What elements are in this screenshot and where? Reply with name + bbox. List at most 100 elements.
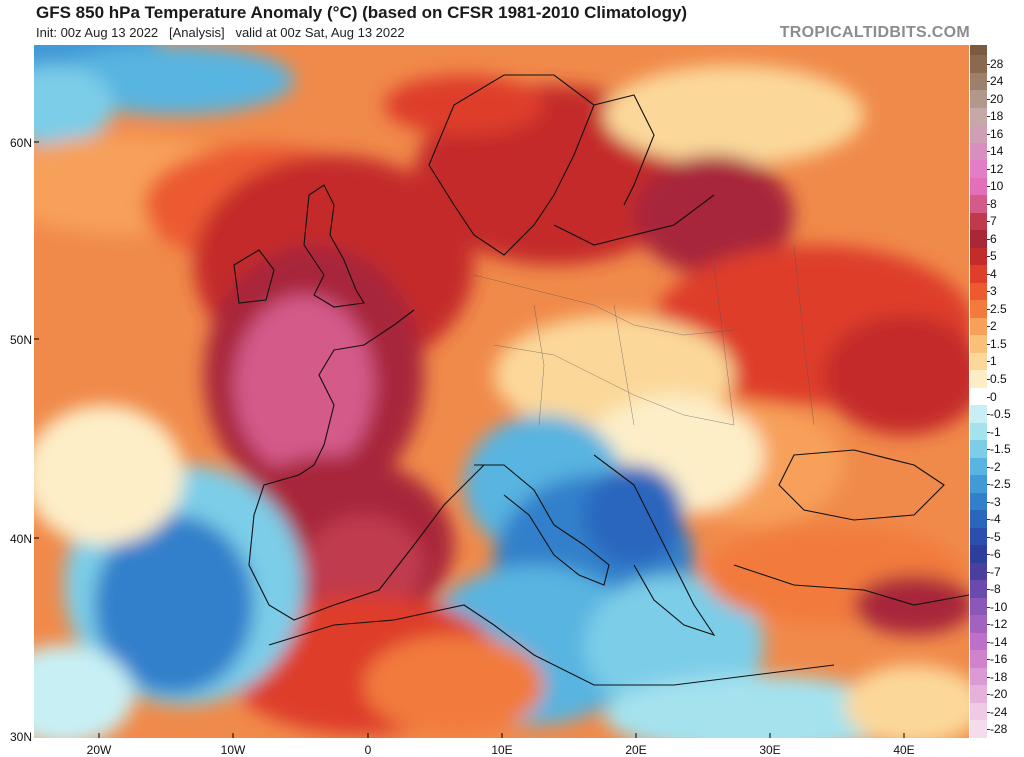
brand-watermark: TROPICALTIDBITS.COM [779, 24, 970, 41]
colorbar-tick [987, 378, 990, 380]
colorbar-label: 0 [990, 389, 997, 404]
colorbar-label: 3 [990, 284, 997, 299]
colorbar-label: -20 [990, 687, 1008, 702]
colorbar-label: 20 [990, 91, 1004, 106]
colorbar-segment [970, 457, 987, 476]
colorbar-tick [987, 519, 990, 521]
colorbar-label: -4 [990, 512, 1001, 527]
colorbar-tick [987, 536, 990, 538]
lon-label-10e: 10E [491, 743, 513, 757]
colorbar-label: 8 [990, 196, 997, 211]
colorbar-segment [970, 160, 987, 179]
colorbar-tick [987, 203, 990, 205]
colorbar-label: -12 [990, 617, 1008, 632]
colorbar-tick [987, 449, 990, 451]
colorbar-tick [987, 343, 990, 345]
colorbar-segment [970, 177, 987, 196]
colorbar-label: -16 [990, 652, 1008, 667]
colorbar-tick [987, 659, 990, 661]
colorbar-label: 6 [990, 231, 997, 246]
colorbar-segment [970, 667, 987, 686]
lon-label-40e: 40E [893, 743, 915, 757]
colorbar-tick [987, 98, 990, 100]
colorbar-tick [987, 63, 990, 65]
colorbar-segment [970, 405, 987, 424]
colorbar-tick [987, 291, 990, 293]
colorbar-segment [970, 422, 987, 441]
colorbar-label: 0.5 [990, 371, 1007, 386]
colorbar-tick [987, 729, 990, 731]
colorbar-label: 14 [990, 144, 1004, 159]
lon-label-10w: 10W [220, 743, 246, 757]
lat-label-40n: 40N [9, 532, 32, 546]
colorbar-segment [970, 685, 987, 704]
colorbar-tick [987, 554, 990, 556]
init-valid-time: Init: 00z Aug 13 2022 [Analysis] valid a… [36, 25, 405, 40]
colorbar-segment [970, 597, 987, 616]
colorbar-label: 1 [990, 354, 997, 369]
colorbar-segment [970, 650, 987, 669]
colorbar-label: 16 [990, 126, 1004, 141]
colorbar-segment [970, 702, 987, 721]
colorbar-tick [987, 133, 990, 135]
lon-label-0: 0 [364, 743, 372, 757]
colorbar-segment [970, 510, 987, 529]
lat-label-50n: 50N [9, 333, 32, 347]
colorbar-segment [970, 125, 987, 144]
colorbar-legend: 28 24 20 18 16 14 12 10 8 7 6 5 4 3 2.5 2 1.5 1 0.5 0 -0.5 -1… [970, 45, 1024, 739]
colorbar-segment [970, 142, 987, 161]
colorbar-segment [970, 720, 987, 739]
colorbar-tick [987, 168, 990, 170]
lon-label-20w: 20W [86, 743, 112, 757]
colorbar-label: 5 [990, 249, 997, 264]
colorbar-segment [970, 317, 987, 336]
colorbar-segment [970, 55, 987, 73]
colorbar-segment [970, 492, 987, 511]
colorbar-segment [970, 527, 987, 546]
colorbar-segment [970, 352, 987, 371]
colorbar-tick [987, 361, 990, 363]
colorbar-tick [987, 694, 990, 696]
colorbar-segment [970, 370, 987, 389]
colorbar-label: 4 [990, 266, 997, 281]
colorbar-tick [987, 396, 990, 398]
colorbar-label: 10 [990, 179, 1004, 194]
colorbar-label: 1.5 [990, 336, 1007, 351]
colorbar-label: 2.5 [990, 301, 1007, 316]
coastlines [233, 74, 969, 686]
colorbar-segment [970, 562, 987, 581]
colorbar-label: 18 [990, 109, 1004, 124]
colorbar-segment [970, 90, 987, 109]
colorbar-segment [970, 230, 987, 249]
colorbar-tick [987, 326, 990, 328]
colorbar-label: -28 [990, 722, 1008, 737]
borders [473, 244, 815, 426]
colorbar-segment [970, 247, 987, 266]
colorbar-tick [987, 589, 990, 591]
colorbar-segment [970, 72, 987, 91]
lon-label-30e: 30E [759, 743, 781, 757]
colorbar-tick [987, 641, 990, 643]
colorbar-tick [987, 414, 990, 415]
lat-label-60n: 60N [9, 136, 32, 150]
colorbar-label: 12 [990, 161, 1004, 176]
lat-label-30n: 30N [9, 730, 32, 744]
colorbar-segment [970, 195, 987, 214]
colorbar-label: -2.5 [990, 477, 1011, 492]
map-title: GFS 850 hPa Temperature Anomaly (°C) (ba… [36, 3, 688, 22]
anomaly-map [34, 45, 969, 738]
colorbar-label: -6 [990, 547, 1001, 562]
colorbar-tick [987, 256, 990, 258]
colorbar-label: -5 [990, 529, 1001, 544]
colorbar-label: -0.5 [990, 407, 1011, 421]
colorbar-tick [987, 273, 990, 275]
colorbar-label: -24 [990, 704, 1008, 719]
colorbar-label: 24 [990, 74, 1004, 89]
colorbar-tick [987, 676, 990, 678]
colorbar-label: -18 [990, 669, 1008, 684]
colorbar-tick [987, 431, 990, 433]
colorbar-tick [987, 466, 990, 468]
colorbar-tick [987, 711, 990, 713]
colorbar-label: -8 [990, 582, 1001, 597]
colorbar-segment [970, 300, 987, 319]
